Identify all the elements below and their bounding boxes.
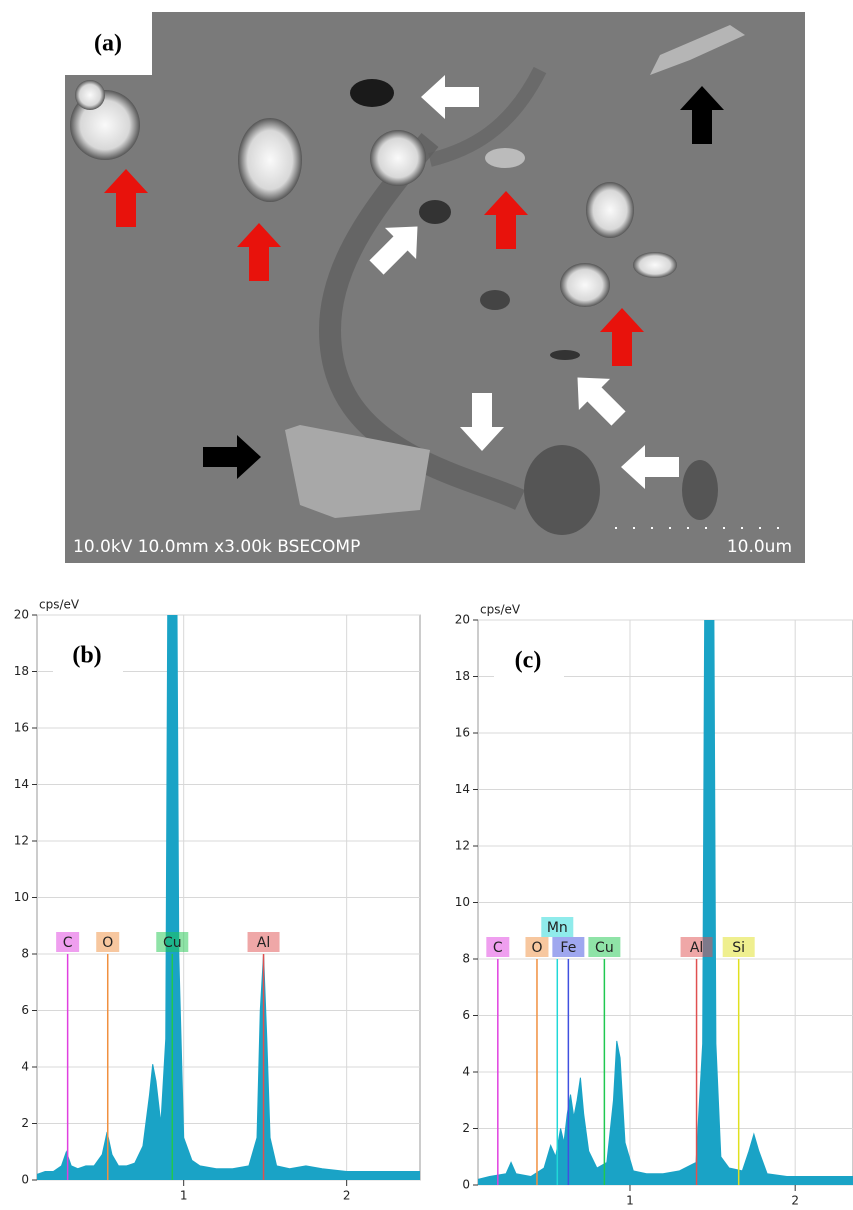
y-tick-label: 4: [462, 1065, 470, 1079]
element-box: [247, 932, 280, 952]
panel-box: [53, 627, 123, 685]
y-tick-label: 20: [14, 608, 29, 622]
element-label: Al: [257, 935, 270, 951]
y-tick-label: 12: [14, 834, 29, 848]
element-label: Fe: [560, 940, 576, 956]
y-tick-label: 10: [14, 890, 29, 904]
pore: [682, 460, 718, 520]
y-tick-label: 12: [455, 839, 470, 853]
panel-label: (c): [515, 648, 542, 674]
particle: [650, 25, 745, 75]
particle: [370, 130, 426, 186]
y-axis-label: cps/eV: [480, 603, 521, 617]
y-tick-label: 10: [455, 895, 470, 909]
particle: [560, 263, 610, 307]
y-tick-label: 6: [21, 1003, 29, 1017]
spectrum: [478, 620, 853, 1185]
y-tick-label: 0: [462, 1178, 470, 1192]
y-tick-label: 0: [21, 1173, 29, 1187]
particle: [633, 252, 677, 278]
y-tick-label: 16: [14, 721, 29, 735]
particle: [75, 80, 105, 110]
element-box: [156, 932, 189, 952]
element-label: Mn: [547, 920, 568, 936]
element-box: [541, 917, 574, 937]
element-box: [552, 937, 585, 957]
element-box: [486, 937, 510, 957]
element-box: [722, 937, 755, 957]
y-tick-label: 18: [14, 664, 29, 678]
y-tick-label: 14: [14, 777, 29, 791]
pore: [550, 350, 580, 360]
y-axis-label: cps/eV: [39, 598, 80, 612]
element-label: Cu: [163, 935, 182, 951]
y-tick-label: 18: [455, 669, 470, 683]
element-box: [680, 937, 713, 957]
particle: [485, 148, 525, 168]
y-tick-label: 20: [455, 613, 470, 627]
x-tick-label: 1: [180, 1189, 188, 1203]
scale-label: 10.0um: [727, 537, 792, 557]
pore: [419, 200, 451, 224]
element-box: [56, 932, 80, 952]
grain-boundary: [318, 132, 525, 510]
element-box: [588, 937, 621, 957]
element-box: [96, 932, 120, 952]
particle: [285, 425, 430, 518]
pore: [480, 290, 510, 310]
x-tick-label: 1: [626, 1194, 634, 1208]
element-label: O: [531, 940, 542, 956]
spectrum: [37, 615, 420, 1180]
element-label: Si: [732, 940, 745, 956]
pore: [350, 79, 394, 107]
y-tick-label: 16: [455, 726, 470, 740]
y-tick-label: 8: [21, 947, 29, 961]
x-tick-label: 2: [791, 1194, 799, 1208]
y-tick-label: 14: [455, 782, 470, 796]
panel-box: [494, 632, 564, 690]
grain-boundary: [428, 66, 547, 167]
y-tick-label: 8: [462, 952, 470, 966]
particle: [238, 118, 302, 202]
element-box: [525, 937, 549, 957]
element-label: C: [63, 935, 73, 951]
pore: [524, 445, 600, 535]
y-tick-label: 4: [21, 1060, 29, 1074]
caption: 10.0kV 10.0mm x3.00k BSECOMP: [73, 537, 360, 557]
sem-image: (a) 10.0kV 10.0mm x3.00k BSECOMP 10.0um: [65, 12, 805, 563]
element-label: O: [102, 935, 113, 951]
panel-label: (b): [72, 643, 101, 669]
particle: [586, 182, 634, 238]
x-tick-label: 2: [343, 1189, 351, 1203]
label-box: [65, 12, 152, 75]
y-tick-label: 2: [462, 1121, 470, 1135]
element-label: Al: [690, 940, 703, 956]
element-label: Cu: [595, 940, 614, 956]
element-label: C: [493, 940, 503, 956]
panel-label: (a): [94, 31, 122, 57]
y-tick-label: 2: [21, 1116, 29, 1130]
y-tick-label: 6: [462, 1008, 470, 1022]
